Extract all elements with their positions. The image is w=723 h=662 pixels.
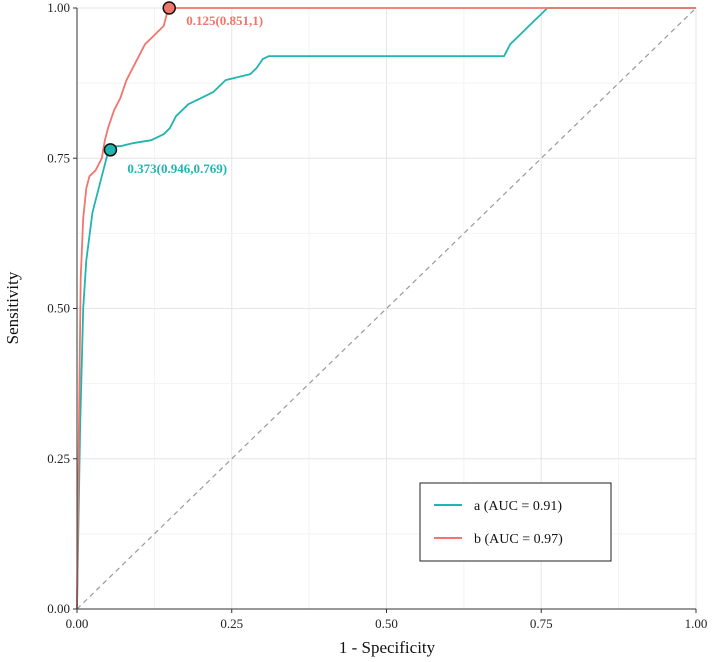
legend-label-a: a (AUC = 0.91) [474,499,562,514]
y-tick-label: 0.50 [47,301,70,316]
y-tick-label: 0.00 [47,601,70,616]
x-tick-label: 1.00 [685,616,708,631]
x-ticks: 0.00 0.25 0.50 0.75 1.00 [66,609,708,631]
x-axis-title: 1 - Specificity [339,638,436,657]
y-axis-title: Sensitivity [3,271,22,344]
series-line-a [76,7,696,610]
cutoff-point-b [162,1,176,15]
x-tick-label: 0.25 [220,616,243,631]
legend: a (AUC = 0.91) b (AUC = 0.97) [419,482,612,562]
legend-label-b: b (AUC = 0.97) [474,532,563,547]
x-tick-label: 0.75 [530,616,553,631]
y-tick-label: 1.00 [47,0,70,15]
annotation-b: 0.125(0.851,1) [186,13,263,28]
annotation-a: 0.373(0.946,0.769) [127,161,227,176]
y-ticks: 0.00 0.25 0.50 0.75 1.00 [47,0,77,616]
cutoff-point-a [103,143,118,157]
legend-box [419,482,612,562]
series-layer [76,7,696,610]
y-tick-label: 0.25 [47,451,70,466]
series-line-b [76,7,696,610]
point-layer [103,1,176,157]
x-tick-label: 0.50 [375,616,398,631]
y-tick-label: 0.75 [47,150,70,165]
x-tick-label: 0.00 [66,616,89,631]
